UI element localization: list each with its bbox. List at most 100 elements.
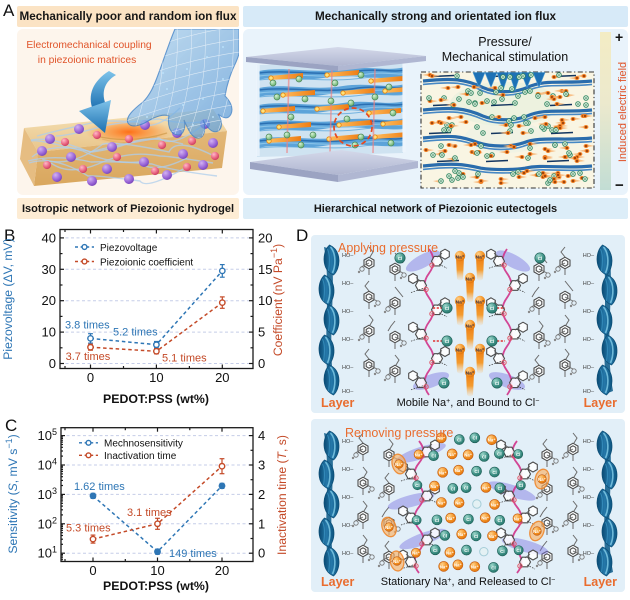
svg-text:Na⁺: Na⁺ xyxy=(533,529,541,534)
svg-text:Piezoionic coefficient: Piezoionic coefficient xyxy=(100,257,193,268)
svg-text:Na⁺: Na⁺ xyxy=(476,347,485,353)
svg-text:Cl: Cl xyxy=(445,306,450,311)
svg-text:Cl: Cl xyxy=(433,548,438,553)
svg-text:3: 3 xyxy=(258,458,265,473)
svg-text:101: 101 xyxy=(38,545,57,561)
svg-text:Na⁺: Na⁺ xyxy=(471,565,479,570)
svg-text:Na⁺: Na⁺ xyxy=(491,502,499,507)
svg-text:10: 10 xyxy=(150,563,164,578)
svg-text:HO–: HO– xyxy=(342,495,354,501)
svg-text:Na⁺: Na⁺ xyxy=(476,254,485,260)
svg-text:20: 20 xyxy=(215,563,229,578)
svg-text:Na⁺: Na⁺ xyxy=(476,299,485,305)
svg-text:Cl: Cl xyxy=(516,452,521,457)
svg-text:−: − xyxy=(615,177,624,194)
svg-text:Cl: Cl xyxy=(443,533,448,538)
svg-text:Na⁺: Na⁺ xyxy=(385,525,393,530)
svg-text:HO–: HO– xyxy=(342,309,354,315)
svg-text:40: 40 xyxy=(42,230,56,245)
svg-text:HO–: HO– xyxy=(583,439,595,445)
svg-text:HO–: HO– xyxy=(342,365,354,371)
svg-text:10: 10 xyxy=(149,370,163,385)
svg-text:Na⁺: Na⁺ xyxy=(466,370,475,376)
svg-text:Na⁺: Na⁺ xyxy=(466,276,475,282)
svg-text:HO–: HO– xyxy=(583,337,595,343)
svg-text:103: 103 xyxy=(38,486,57,502)
svg-text:Na⁺: Na⁺ xyxy=(446,550,454,555)
svg-text:Layer: Layer xyxy=(321,396,354,410)
svg-text:Na⁺: Na⁺ xyxy=(456,254,465,260)
svg-text:4: 4 xyxy=(258,428,265,443)
svg-text:Na⁺: Na⁺ xyxy=(458,532,466,537)
svg-text:HO–: HO– xyxy=(342,523,354,529)
svg-text:HO–: HO– xyxy=(583,467,595,473)
svg-text:Mobile Na+, and Bound to Cl−: Mobile Na+, and Bound to Cl− xyxy=(397,397,540,409)
svg-text:Cl: Cl xyxy=(445,339,450,344)
svg-text:HO–: HO– xyxy=(342,253,354,259)
svg-text:30: 30 xyxy=(42,262,56,277)
svg-text:5.1 times: 5.1 times xyxy=(162,353,207,365)
svg-text:15: 15 xyxy=(258,262,272,277)
svg-text:0: 0 xyxy=(89,563,96,578)
svg-text:Coefficient (nV Pa−1): Coefficient (nV Pa−1) xyxy=(269,244,285,356)
svg-text:HO–: HO– xyxy=(342,551,354,557)
svg-text:Removing pressure: Removing pressure xyxy=(345,426,453,440)
svg-text:Cl: Cl xyxy=(442,381,447,386)
svg-text:Na⁺: Na⁺ xyxy=(393,559,401,564)
svg-text:104: 104 xyxy=(38,457,57,473)
svg-text:Na⁺: Na⁺ xyxy=(482,485,490,490)
svg-text:Cl: Cl xyxy=(519,483,524,488)
svg-text:0: 0 xyxy=(87,370,94,385)
svg-text:Cl: Cl xyxy=(500,549,505,554)
svg-text:HO–: HO– xyxy=(583,495,595,501)
svg-text:Cl: Cl xyxy=(490,339,495,344)
svg-text:Na⁺: Na⁺ xyxy=(455,468,463,473)
svg-text:Pressure/: Pressure/ xyxy=(478,35,532,49)
svg-text:Na⁺: Na⁺ xyxy=(464,453,472,458)
svg-text:HO–: HO– xyxy=(583,389,595,395)
svg-text:Cl: Cl xyxy=(538,256,543,261)
svg-text:Cl: Cl xyxy=(491,565,496,570)
svg-text:2: 2 xyxy=(258,487,265,502)
svg-text:HO–: HO– xyxy=(583,523,595,529)
svg-text:Na⁺: Na⁺ xyxy=(395,462,403,467)
svg-text:Cl: Cl xyxy=(474,469,479,474)
svg-text:Applying pressure: Applying pressure xyxy=(338,241,438,255)
svg-text:HO–: HO– xyxy=(583,253,595,259)
svg-text:Cl: Cl xyxy=(474,534,479,539)
svg-text:Cl: Cl xyxy=(457,437,462,442)
svg-text:HO–: HO– xyxy=(342,467,354,473)
svg-text:Na⁺: Na⁺ xyxy=(447,516,455,521)
svg-text:HO–: HO– xyxy=(342,389,354,395)
svg-text:PEDOT:PSS (wt%): PEDOT:PSS (wt%) xyxy=(103,579,209,593)
svg-text:Na⁺: Na⁺ xyxy=(431,484,439,489)
svg-text:0: 0 xyxy=(258,546,265,561)
svg-text:Cl: Cl xyxy=(398,256,403,261)
svg-text:Cl: Cl xyxy=(492,470,497,475)
svg-text:Cl: Cl xyxy=(414,518,419,523)
svg-text:Inactivation time (T, s): Inactivation time (T, s) xyxy=(275,435,289,555)
svg-text:Induced electric field: Induced electric field xyxy=(617,62,628,162)
svg-text:Mechanical stimulation: Mechanical stimulation xyxy=(442,50,568,64)
svg-text:5.3 times: 5.3 times xyxy=(66,523,111,535)
svg-text:0: 0 xyxy=(258,356,265,371)
svg-text:Na⁺: Na⁺ xyxy=(455,501,463,506)
svg-text:Layer: Layer xyxy=(584,396,617,410)
svg-text:Cl: Cl xyxy=(473,436,478,441)
svg-text:10: 10 xyxy=(258,293,272,308)
svg-text:HO–: HO– xyxy=(583,281,595,287)
svg-text:Na⁺: Na⁺ xyxy=(438,500,446,505)
svg-text:Cl: Cl xyxy=(464,486,469,491)
svg-text:Na⁺: Na⁺ xyxy=(514,516,522,521)
svg-text:Cl: Cl xyxy=(451,486,456,491)
svg-text:20: 20 xyxy=(42,293,56,308)
svg-text:Na⁺: Na⁺ xyxy=(456,347,465,353)
svg-text:3.1 times: 3.1 times xyxy=(127,507,172,519)
svg-text:Na⁺: Na⁺ xyxy=(456,299,465,305)
svg-text:HO–: HO– xyxy=(342,439,354,445)
svg-text:Na⁺: Na⁺ xyxy=(481,516,489,521)
svg-text:Na⁺: Na⁺ xyxy=(412,551,420,556)
svg-text:105: 105 xyxy=(38,427,57,443)
svg-text:Cl: Cl xyxy=(466,517,471,522)
svg-text:20: 20 xyxy=(258,230,272,245)
